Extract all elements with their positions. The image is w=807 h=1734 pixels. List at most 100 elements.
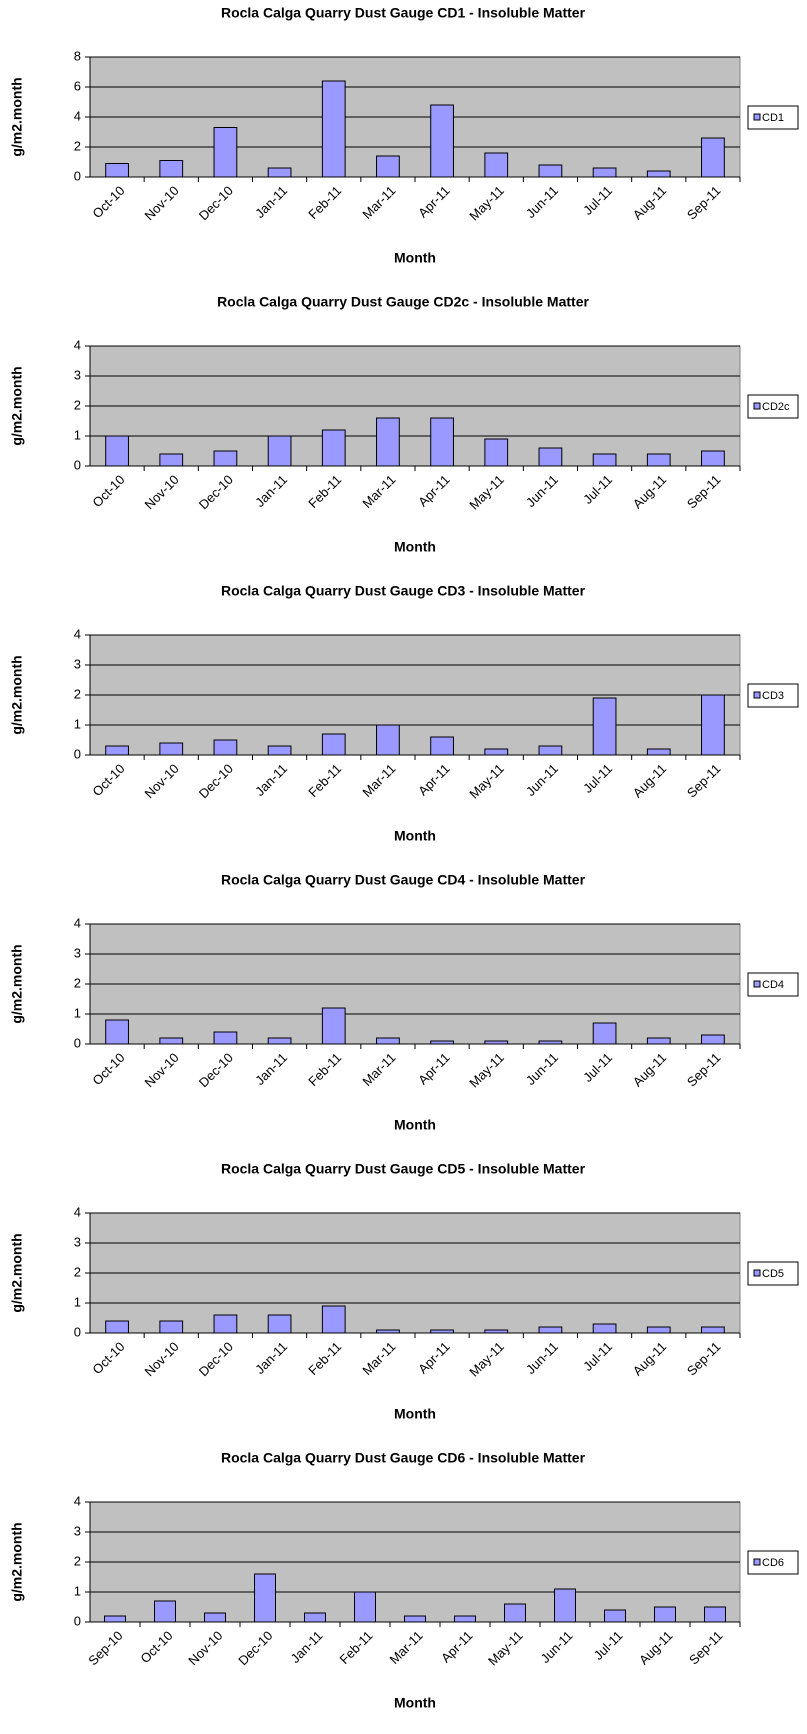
bar <box>321 80 346 178</box>
y-tick-label: 1 <box>74 427 81 442</box>
x-tick-label: Jun-11 <box>538 1628 576 1666</box>
bar <box>592 453 617 467</box>
x-tick-label: Jun-11 <box>523 183 561 221</box>
bar <box>267 435 292 467</box>
bar <box>592 167 617 178</box>
x-tick-label: Jul-11 <box>580 1339 615 1374</box>
bar <box>105 435 129 467</box>
x-tick-label: Sep-11 <box>684 183 724 223</box>
x-tick-label: Dec-10 <box>196 1050 236 1090</box>
x-tick-label: Nov-10 <box>142 183 182 223</box>
bar <box>254 1573 276 1623</box>
y-tick-label: 0 <box>74 168 81 183</box>
x-tick-label: Jan-11 <box>288 1628 326 1666</box>
x-tick-label: Feb-11 <box>305 1339 344 1378</box>
x-tick-label: Aug-11 <box>630 1339 670 1379</box>
bar <box>376 1329 400 1334</box>
y-tick-label: 4 <box>74 1204 81 1219</box>
x-tick-label: Apr-11 <box>415 1050 453 1088</box>
legend-box <box>747 1261 799 1286</box>
legend-box <box>747 972 799 997</box>
x-tick-label: Apr-11 <box>415 1339 453 1377</box>
bar <box>430 1329 454 1334</box>
chart: Rocla Calga Quarry Dust Gauge CD1 - Inso… <box>9 5 799 266</box>
bar <box>646 1037 671 1045</box>
x-tick-label: Dec-10 <box>235 1628 275 1668</box>
y-tick-label: 0 <box>74 746 81 761</box>
x-tick-label: May-11 <box>485 1628 526 1669</box>
legend-swatch <box>753 1558 761 1566</box>
y-tick-label: 2 <box>74 975 81 990</box>
y-axis-title: g/m2.month <box>9 655 25 734</box>
legend-box <box>747 1550 799 1575</box>
x-tick-label: Oct-10 <box>89 1050 127 1088</box>
y-tick-label: 4 <box>74 108 81 123</box>
bar <box>701 694 725 756</box>
x-tick-label: Jan-11 <box>252 472 290 510</box>
bar <box>704 1606 726 1623</box>
x-tick-label: Dec-10 <box>196 183 236 223</box>
chart: Rocla Calga Quarry Dust Gauge CD6 - Inso… <box>9 1450 799 1711</box>
x-tick-label: May-11 <box>466 761 507 802</box>
x-axis-title: Month <box>394 539 436 555</box>
x-tick-label: Feb-11 <box>305 472 344 511</box>
y-tick-label: 8 <box>74 48 81 63</box>
bar <box>204 1612 226 1623</box>
chart-title: Rocla Calga Quarry Dust Gauge CD3 - Inso… <box>221 583 586 599</box>
chart-title: Rocla Calga Quarry Dust Gauge CD6 - Inso… <box>221 1450 586 1466</box>
bar <box>592 1022 617 1045</box>
x-tick-label: May-11 <box>466 472 507 513</box>
bar <box>646 748 671 756</box>
x-tick-label: Mar-11 <box>359 183 398 222</box>
x-tick-label: Mar-11 <box>387 1628 426 1667</box>
x-tick-label: Oct-10 <box>89 183 127 221</box>
x-tick-label: Jun-11 <box>523 472 561 510</box>
chart: Rocla Calga Quarry Dust Gauge CD4 - Inso… <box>9 872 799 1133</box>
y-tick-label: 2 <box>74 138 81 153</box>
x-tick-label: Nov-10 <box>142 1339 182 1379</box>
bar <box>430 736 454 756</box>
bar <box>159 1037 184 1045</box>
x-tick-label: Sep-10 <box>85 1628 125 1668</box>
x-tick-label: Oct-10 <box>89 1339 127 1377</box>
bar <box>538 164 563 178</box>
y-tick-label: 2 <box>74 686 81 701</box>
x-tick-label: Aug-11 <box>630 472 670 512</box>
bar <box>430 417 454 467</box>
legend-label: CD3 <box>762 690 784 702</box>
chart: Rocla Calga Quarry Dust Gauge CD3 - Inso… <box>9 583 799 844</box>
x-tick-label: Jan-11 <box>252 1050 290 1088</box>
x-tick-label: Mar-11 <box>359 1050 398 1089</box>
y-axis-title: g/m2.month <box>9 944 25 1023</box>
bar <box>213 450 238 467</box>
bar <box>154 1600 176 1623</box>
x-tick-label: Sep-11 <box>684 472 724 512</box>
legend-swatch <box>753 980 761 988</box>
x-tick-label: Aug-11 <box>630 183 670 223</box>
legend-label: CD4 <box>762 979 784 991</box>
x-tick-label: Aug-11 <box>630 761 670 801</box>
y-tick-label: 1 <box>74 1005 81 1020</box>
x-tick-label: Feb-11 <box>305 183 344 222</box>
bar <box>376 155 400 178</box>
x-tick-label: Apr-11 <box>415 472 453 510</box>
bar <box>454 1615 476 1623</box>
legend-swatch <box>753 402 761 410</box>
bar <box>376 724 400 756</box>
bar <box>646 453 671 467</box>
x-tick-label: Jul-11 <box>580 1050 615 1085</box>
bar <box>538 1326 563 1334</box>
x-tick-label: Feb-11 <box>305 761 344 800</box>
y-tick-label: 4 <box>74 626 81 641</box>
x-tick-label: May-11 <box>466 1050 507 1091</box>
x-tick-label: Oct-10 <box>89 472 127 510</box>
x-tick-label: Apr-11 <box>415 183 453 221</box>
x-tick-label: Feb-11 <box>305 1050 344 1089</box>
bar <box>701 450 725 467</box>
bar <box>321 429 346 467</box>
bar <box>404 1615 426 1623</box>
bar <box>213 1314 238 1334</box>
x-tick-label: Jul-11 <box>580 761 615 796</box>
y-tick-label: 4 <box>74 1493 81 1508</box>
